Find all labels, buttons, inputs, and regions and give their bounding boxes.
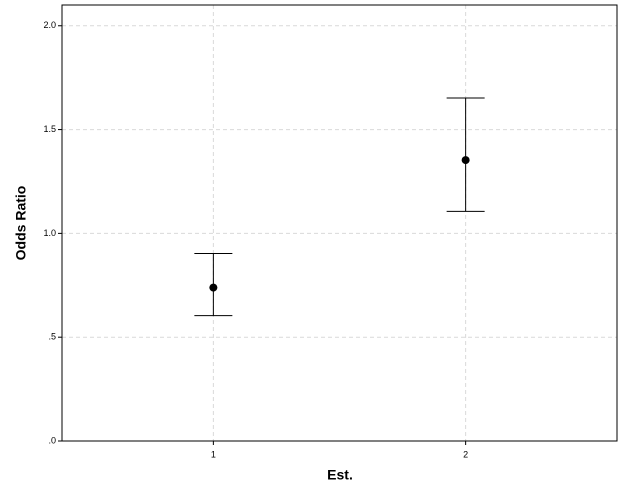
y-tick-label: .5 (48, 332, 56, 342)
y-axis-title: Odds Ratio (13, 186, 29, 261)
y-tick-label: 1.5 (43, 124, 56, 134)
x-tick-label: 2 (463, 449, 468, 459)
x-axis-title: Est. (327, 467, 353, 483)
y-tick-label: 2.0 (43, 20, 56, 30)
point (461, 156, 470, 165)
y-tick-label: .0 (48, 435, 56, 445)
x-tick-label: 1 (211, 449, 216, 459)
y-tick-label: 1.0 (43, 228, 56, 238)
plot-frame (61, 4, 618, 442)
point (209, 283, 218, 292)
